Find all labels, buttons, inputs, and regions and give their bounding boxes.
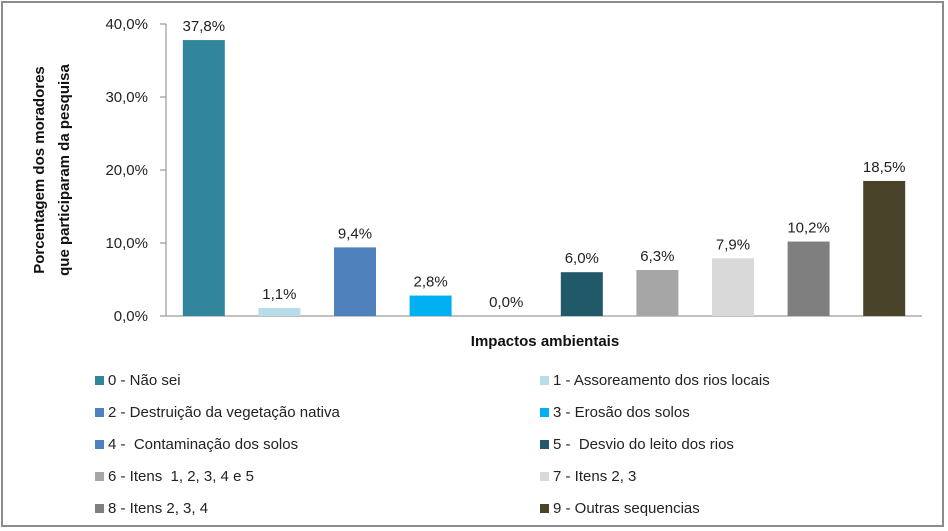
bar-7	[712, 258, 754, 316]
legend-item-6: 6 - Itens 1, 2, 3, 4 e 5	[95, 466, 254, 486]
bar-8	[787, 241, 830, 316]
bar-9	[863, 180, 906, 316]
legend-label: 3 - Erosão dos solos	[553, 403, 690, 421]
data-label-6: 6,3%	[640, 248, 674, 265]
bar-1	[258, 307, 301, 316]
legend-label: 7 - Itens 2, 3	[553, 467, 637, 485]
data-label-3: 2,8%	[413, 274, 447, 291]
x-axis-title: Impactos ambientais	[471, 333, 619, 350]
y-axis-title-line2: que participaram da pesquisa	[56, 63, 73, 275]
legend-label: 8 - Itens 2, 3, 4	[108, 499, 209, 517]
data-label-7: 7,9%	[716, 236, 750, 253]
data-label-4: 0,0%	[489, 294, 523, 311]
legend-item-4: 4 - Contaminação dos solos	[95, 434, 298, 454]
legend-label: 5 - Desvio do leito dos rios	[553, 435, 734, 453]
bar-0	[182, 40, 225, 317]
legend-item-3: 3 - Erosão dos solos	[540, 402, 690, 422]
legend-label: 4 - Contaminação dos solos	[108, 435, 299, 453]
legend-swatch	[540, 375, 549, 385]
legend-swatch	[95, 375, 104, 385]
bar-6	[636, 270, 679, 316]
legend-swatch	[540, 407, 549, 417]
y-tick-label: 0,0%	[114, 308, 148, 325]
y-tick-label: 20,0%	[105, 162, 148, 179]
legend-swatch	[540, 503, 549, 513]
legend-label: 6 - Itens 1, 2, 3, 4 e 5	[108, 467, 254, 485]
legend-swatch	[95, 439, 104, 449]
legend-label: 1 - Assoreamento dos rios locais	[553, 371, 770, 389]
data-label-8: 10,2%	[787, 220, 830, 237]
legend-item-9: 9 - Outras sequencias	[540, 498, 700, 518]
y-tick-label: 10,0%	[105, 235, 148, 252]
legend-item-1: 1 - Assoreamento dos rios locais	[540, 370, 770, 390]
legend-item-7: 7 - Itens 2, 3	[540, 466, 636, 486]
y-tick-label: 40,0%	[105, 16, 148, 33]
bar-3	[409, 295, 452, 316]
legend-item-8: 8 - Itens 2, 3, 4	[95, 498, 208, 518]
data-label-0: 37,8%	[183, 18, 226, 35]
y-tick-label: 30,0%	[105, 89, 148, 106]
y-axis-title-line1: Porcentagem dos moradores	[31, 66, 48, 274]
legend-label: 2 - Destruição da vegetação nativa	[108, 403, 340, 421]
legend-item-5: 5 - Desvio do leito dos rios	[540, 434, 734, 454]
legend-swatch	[95, 471, 104, 481]
data-label-1: 1,1%	[262, 286, 296, 303]
legend-swatch	[95, 407, 104, 417]
legend-swatch	[540, 471, 549, 481]
legend-label: 9 - Outras sequencias	[553, 499, 700, 517]
legend-swatch	[540, 439, 549, 449]
legend-swatch	[95, 503, 104, 513]
legend-label: 0 - Não sei	[108, 371, 181, 389]
legend-item-2: 2 - Destruição da vegetação nativa	[95, 402, 340, 422]
data-label-5: 6,0%	[565, 250, 599, 267]
data-label-9: 18,5%	[863, 159, 906, 176]
legend-item-0: 0 - Não sei	[95, 370, 181, 390]
bar-5	[560, 272, 603, 316]
data-label-2: 9,4%	[338, 225, 372, 242]
bar-2	[334, 247, 376, 316]
